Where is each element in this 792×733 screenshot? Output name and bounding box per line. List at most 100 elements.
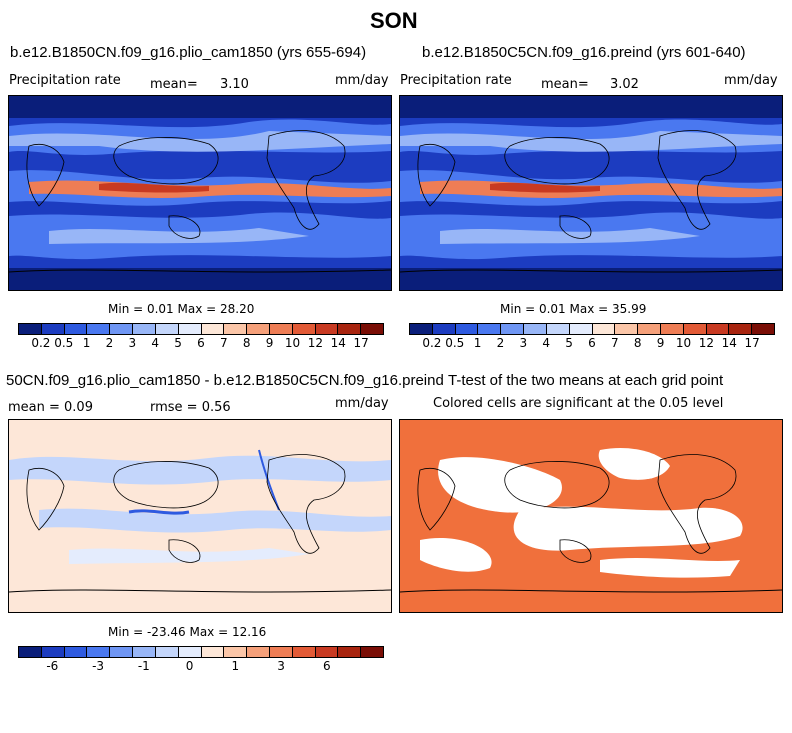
- panel-tl-units: mm/day: [335, 73, 389, 88]
- colorbar-tick-label: 17: [744, 336, 760, 350]
- colorbar-swatch: [19, 647, 42, 657]
- panel-tr-mean-label: mean=: [541, 77, 589, 92]
- colorbar-swatch: [361, 647, 383, 657]
- colorbar-swatch: [315, 647, 339, 657]
- colorbar-swatch: [478, 324, 502, 334]
- colorbar-tick-label: 9: [265, 336, 274, 350]
- colorbar-swatch: [201, 324, 225, 334]
- colorbar-tick-label: 5: [174, 336, 182, 350]
- colorbar-swatch: [410, 324, 433, 334]
- colorbar-tick-label: 3: [277, 659, 285, 673]
- colorbar-swatch: [706, 324, 730, 334]
- colorbar-tick-label: 6: [588, 336, 596, 350]
- colorbar-tick-label: 0.2: [31, 336, 51, 350]
- colorbar-swatch: [455, 324, 479, 334]
- panel-tr-map: [399, 95, 783, 291]
- panel-br-subtitle: Colored cells are significant at the 0.0…: [433, 396, 724, 411]
- colorbar-swatch: [87, 647, 111, 657]
- colorbar-tr-labels: 0.2 0.5 1 2 3 4 5 6 7 8 9 10 12 14 17: [409, 336, 775, 352]
- panel-bl-mean: mean = 0.09: [8, 400, 93, 415]
- panel-tl-map: [8, 95, 392, 291]
- colorbar-swatch: [155, 324, 179, 334]
- colorbar-tick-label: 0.5: [445, 336, 465, 350]
- colorbar-tick-label: 3: [519, 336, 528, 350]
- panel-tl-minmax: Min = 0.01 Max = 28.20: [108, 302, 255, 316]
- colorbar-swatch: [638, 324, 661, 334]
- colorbar-swatch: [87, 324, 111, 334]
- colorbar-tick-label: 8: [633, 336, 642, 350]
- colorbar-tick-label: 10: [284, 336, 301, 350]
- colorbar-tick-label: 2: [496, 336, 505, 350]
- panel-tr-title: b.e12.B1850C5CN.f09_g16.preind (yrs 601-…: [422, 44, 746, 61]
- colorbar-tick-label: -6: [46, 659, 59, 673]
- colorbar-tick-label: -1: [137, 659, 150, 673]
- colorbar-tick-label: 10: [675, 336, 692, 350]
- colorbar-tick-label: 6: [197, 336, 205, 350]
- colorbar-swatch: [247, 647, 270, 657]
- panel-bl-units: mm/day: [335, 396, 389, 411]
- colorbar-tick-label: 5: [565, 336, 573, 350]
- colorbar-tick-label: 4: [151, 336, 160, 350]
- colorbar-swatch: [501, 324, 525, 334]
- colorbar-tr: [409, 323, 775, 335]
- colorbar-swatch: [752, 324, 774, 334]
- colorbar-tick-label: 2: [105, 336, 114, 350]
- panel-tl-variable: Precipitation rate: [9, 73, 121, 88]
- colorbar-swatch: [110, 647, 134, 657]
- colorbar-swatch: [19, 324, 42, 334]
- colorbar-swatch: [64, 324, 88, 334]
- colorbar-tick-label: 12: [307, 336, 324, 350]
- colorbar-swatch: [224, 324, 248, 334]
- colorbar-swatch: [41, 647, 65, 657]
- colorbar-swatch: [155, 647, 179, 657]
- colorbar-swatch: [683, 324, 707, 334]
- colorbar-tick-label: 6: [322, 659, 331, 673]
- colorbar-bl-labels: -6 -3 -1 0 1 3 6: [18, 659, 384, 675]
- colorbar-swatch: [546, 324, 570, 334]
- colorbar-tick-label: 17: [353, 336, 369, 350]
- colorbar-tick-label: 1: [231, 659, 240, 673]
- colorbar-tick-label: 8: [242, 336, 251, 350]
- colorbar-swatch: [292, 647, 316, 657]
- difference-map: [9, 420, 391, 612]
- colorbar-swatch: [178, 324, 202, 334]
- panel-tl-title: b.e12.B1850CN.f09_g16.plio_cam1850 (yrs …: [10, 44, 367, 61]
- panel-tr-mean-value: 3.02: [610, 77, 639, 92]
- significance-map: [400, 420, 782, 612]
- colorbar-swatch: [524, 324, 547, 334]
- colorbar-swatch: [110, 324, 134, 334]
- colorbar-tick-label: 14: [721, 336, 737, 350]
- colorbar-swatch: [133, 647, 156, 657]
- colorbar-tick-label: 12: [698, 336, 715, 350]
- colorbar-swatch: [64, 647, 88, 657]
- panel-bl-title: 50CN.f09_g16.plio_cam1850 - b.e12.B1850C…: [6, 372, 444, 389]
- colorbar-swatch: [292, 324, 316, 334]
- colorbar-swatch: [269, 324, 293, 334]
- colorbar-swatch: [338, 647, 362, 657]
- colorbar-tl-labels: 0.2 0.5 1 2 3 4 5 6 7 8 9 10 12 14 17: [18, 336, 384, 352]
- colorbar-swatch: [247, 324, 270, 334]
- panel-tr-minmax: Min = 0.01 Max = 35.99: [500, 302, 647, 316]
- colorbar-tick-label: 1: [82, 336, 91, 350]
- colorbar-tick-label: 7: [220, 336, 228, 350]
- colorbar-swatch: [729, 324, 753, 334]
- colorbar-swatch: [41, 324, 65, 334]
- panel-br-title: T-test of the two means at each grid poi…: [448, 372, 724, 389]
- colorbar-tick-label: 7: [611, 336, 619, 350]
- colorbar-bl: [18, 646, 384, 658]
- colorbar-tick-label: 14: [330, 336, 346, 350]
- colorbar-tick-label: 4: [542, 336, 551, 350]
- panel-bl-minmax: Min = -23.46 Max = 12.16: [108, 625, 267, 639]
- colorbar-tick-label: 9: [656, 336, 665, 350]
- precip-map-preind: [400, 96, 782, 290]
- panel-br-map: [399, 419, 783, 613]
- precip-map-plio: [9, 96, 391, 290]
- colorbar-tick-label: 1: [473, 336, 482, 350]
- colorbar-tick-label: 0.5: [54, 336, 74, 350]
- colorbar-tick-label: -3: [92, 659, 105, 673]
- colorbar-swatch: [133, 324, 156, 334]
- colorbar-swatch: [224, 647, 248, 657]
- panel-bl-map: [8, 419, 392, 613]
- colorbar-swatch: [361, 324, 383, 334]
- colorbar-swatch: [569, 324, 593, 334]
